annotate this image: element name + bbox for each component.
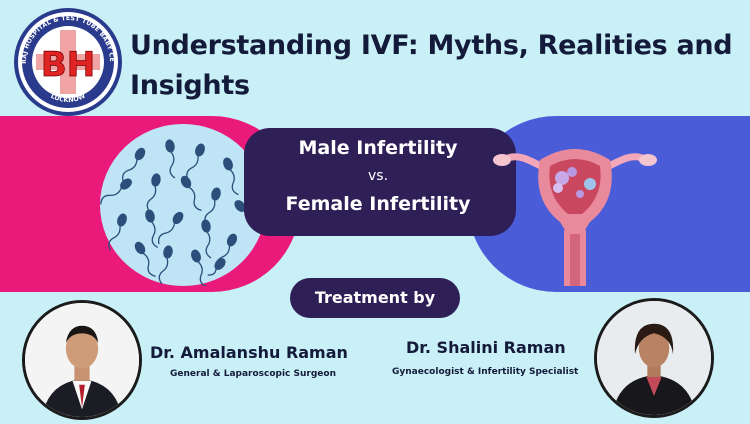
doctor-name-2: Dr. Shalini Raman — [406, 338, 566, 357]
doctor-photo-icon — [25, 303, 139, 417]
comparison-panel — [244, 128, 516, 236]
doctor-photo-icon — [597, 301, 711, 415]
vs-label: vs. — [367, 168, 389, 184]
title-line-2: Insights — [130, 70, 250, 101]
doctor-name-1: Dr. Amalanshu Raman — [150, 343, 348, 362]
logo-letters: BH — [41, 45, 95, 85]
page-title: Understanding IVF: Myths, Realities and … — [130, 26, 742, 106]
female-infertility-label: Female Infertility — [285, 193, 471, 215]
sperm-illustration — [100, 139, 261, 286]
uterus-illustration — [493, 149, 657, 286]
svg-text:LUCKNOW: LUCKNOW — [49, 92, 86, 104]
male-infertility-label: Male Infertility — [298, 137, 458, 159]
comparison-text: Male Infertility vs. Female Infertility — [260, 130, 496, 222]
doctor-role-2: Gynaecologist & Infertility Specialist — [392, 367, 579, 377]
doctor-photo-amalanshu — [22, 300, 142, 420]
hospital-logo: BRAJRAJ HOSPITAL & TEST TUBE BABY CENTER… — [12, 6, 122, 116]
doctor-photo-shalini — [594, 298, 714, 418]
treatment-by-badge: Treatment by — [290, 278, 460, 318]
logo-ring-bottom: LUCKNOW — [49, 92, 86, 104]
title-line-1: Understanding IVF: Myths, Realities and — [130, 30, 733, 61]
doctor-role-1: General & Laparoscopic Surgeon — [170, 369, 336, 379]
